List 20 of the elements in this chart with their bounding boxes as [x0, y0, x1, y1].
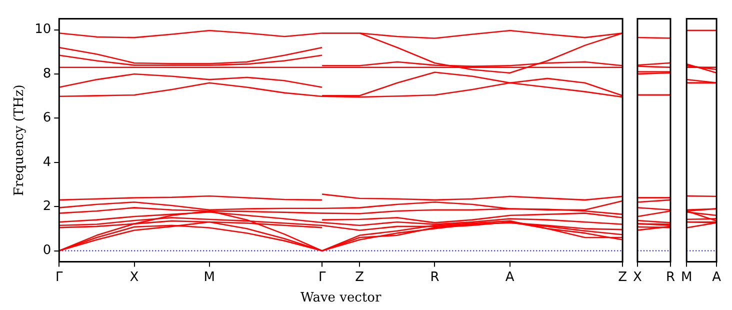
x-tick-label: M [681, 270, 692, 285]
x-tick-label: A [505, 270, 514, 285]
x-tick-label: Z [355, 270, 364, 285]
y-tick-label: 4 [42, 154, 52, 170]
x-tick-label: Γ [56, 270, 64, 285]
x-tick-label: X [633, 270, 642, 285]
x-axis-title: Wave vector [300, 290, 382, 306]
x-tick-label: R [430, 270, 440, 285]
x-tick-label: M [204, 270, 215, 285]
y-tick-label: 2 [42, 198, 52, 214]
y-tick-label: 0 [42, 243, 52, 258]
x-tick-label: A [712, 270, 722, 285]
x-tick-label: Γ [318, 270, 326, 285]
y-tick-label: 6 [42, 110, 52, 126]
y-tick-label: 10 [34, 22, 52, 38]
y-tick-label: 8 [42, 66, 52, 82]
y-axis-title: Frequency (THz) [12, 84, 28, 196]
x-tick-label: Z [618, 270, 628, 285]
x-tick-label: X [130, 270, 139, 285]
x-tick-label: R [666, 270, 676, 285]
